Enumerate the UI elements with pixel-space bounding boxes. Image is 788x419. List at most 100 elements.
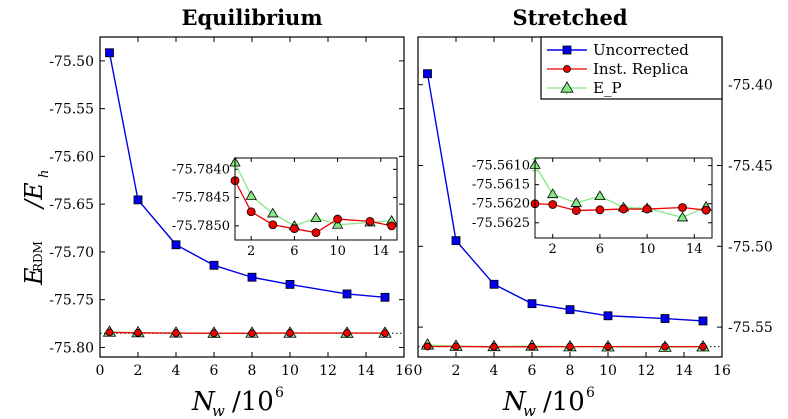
uncorrected-point	[285, 280, 295, 289]
x-tick-label: 4	[172, 363, 181, 379]
y-tick-label: -75.75	[49, 293, 94, 309]
inset-y-tick-label: -75.5625	[472, 216, 530, 231]
inset-ep-point	[245, 190, 257, 200]
uncorrected-point	[423, 69, 432, 79]
svg-text:6: 6	[275, 385, 284, 401]
inset-x-tick-label: 6	[596, 242, 604, 257]
x-tick-label: 6	[528, 363, 537, 379]
y-axis-label-unit: /E	[20, 182, 48, 210]
inset-y-tick-label: -75.7845	[172, 191, 230, 206]
svg-text:N: N	[502, 387, 527, 417]
x-tick-label: 10	[281, 363, 299, 379]
inset-replica-point	[333, 214, 343, 224]
inset-background	[235, 158, 397, 240]
svg-text:w: w	[523, 402, 536, 419]
uncorrected-point	[209, 260, 219, 270]
inset-x-tick-label: 14	[373, 244, 390, 259]
legend-ep-marker	[560, 81, 574, 93]
y-axis-label-sub: RDM	[31, 241, 45, 272]
inset-x-tick-label: 6	[290, 244, 298, 259]
x-axis-label-left: N w /10 6	[191, 385, 284, 419]
inset-replica-point	[289, 224, 299, 234]
x-tick-label: 0	[96, 363, 105, 379]
inset: 2 6 10 14 -75.7840 -75.7845 -75.7850	[172, 156, 398, 259]
panel-title: Equilibrium	[181, 5, 322, 30]
inset-replica-point	[619, 204, 628, 214]
uncorrected-point	[171, 240, 181, 250]
inset-ep-point	[594, 190, 606, 200]
x-tick-label: 6	[210, 363, 219, 379]
y-tick-label: -75.55	[49, 102, 94, 118]
inset-y-tick-label: -75.5620	[472, 197, 530, 212]
replica-point	[661, 342, 669, 351]
inset-x-tick-label: 10	[639, 242, 656, 257]
inset-replica-point	[365, 216, 375, 226]
inset-replica-point	[246, 207, 256, 217]
inset-ep-point	[676, 211, 689, 222]
legend-replica-marker	[563, 65, 571, 73]
replica-point	[105, 328, 114, 337]
y-axis-label-unit-sub: h	[37, 170, 52, 178]
panel-stretched: Stretched 0 2 4 6 8 10 12 14 16 -75.40 -75.45 -75.50…	[414, 5, 773, 379]
replica-point	[423, 342, 432, 351]
replica-point	[248, 329, 256, 338]
inset: 2 6 10 14 -75.5610 -75.5615 -75.5620 -75.5625	[472, 157, 713, 257]
replica-point	[172, 329, 180, 338]
x-tick-label: 2	[452, 363, 461, 379]
y-tick-label: -75.50	[728, 239, 773, 255]
uncorrected-point	[451, 236, 461, 246]
x-tick-label: 12	[319, 363, 337, 379]
uncorrected-point	[603, 311, 613, 321]
legend-label-replica: Inst. Replica	[593, 60, 689, 78]
replica-point	[286, 329, 294, 337]
series-uncorrected-line	[426, 73, 704, 322]
inset-replica-point	[387, 221, 397, 231]
inset-ep-point	[310, 212, 322, 222]
x-tick-label: 16	[713, 363, 731, 379]
svg-text:w: w	[212, 402, 225, 419]
series-uncorrected-line	[108, 52, 386, 298]
svg-text:/10: /10	[232, 387, 274, 417]
inset-replica-point	[678, 203, 687, 212]
uncorrected-point	[698, 316, 708, 326]
panel-equilibrium: Equilibrium 0 2 4 6 8 10 12 14 16 -75.50 -75.55 -75.…	[49, 5, 413, 379]
legend-uncorrected-marker	[562, 45, 572, 55]
uncorrected-point	[527, 299, 537, 309]
y-tick-label: -75.80	[49, 340, 94, 356]
panel-title: Stretched	[512, 5, 627, 30]
uncorrected-point	[565, 305, 575, 315]
inset-y-tick-label: -75.5615	[472, 178, 530, 193]
inset-replica-point	[311, 228, 321, 238]
inset-x-tick-label: 14	[686, 242, 703, 257]
y-axis-label-main: E	[20, 267, 48, 286]
inset-replica-point	[595, 205, 605, 215]
inset-ep-point	[331, 218, 344, 229]
axes-frame	[99, 36, 405, 358]
y-tick-label: -75.45	[728, 158, 773, 174]
inset-frame	[534, 157, 713, 239]
x-tick-label: 10	[599, 363, 617, 379]
replica-point	[528, 342, 536, 351]
x-tick-label: 14	[675, 363, 693, 379]
x-tick-label: 14	[357, 363, 375, 379]
x-tick-label: 8	[566, 363, 575, 379]
uncorrected-point	[105, 48, 114, 58]
svg-text:N: N	[191, 387, 216, 417]
inset-replica-point	[701, 205, 711, 215]
inset-replica-point	[268, 220, 278, 230]
axis-labels: E RDM /E h N w /10 6 N w /10 6	[20, 170, 595, 419]
y-tick-label: -75.40	[728, 78, 773, 94]
inset-y-tick-label: -75.7850	[172, 219, 230, 234]
uncorrected-point	[342, 289, 352, 299]
replica-point	[699, 342, 707, 351]
x-tick-label: 4	[490, 363, 499, 379]
x-tick-label: 8	[248, 363, 257, 379]
inset-x-tick-label: 10	[329, 244, 346, 259]
inset-x-tick-label: 2	[247, 244, 255, 259]
legend-label-ep: E_P	[593, 79, 622, 97]
replica-point	[210, 329, 218, 338]
x-tick-label: 2	[134, 363, 143, 379]
inset-y-tick-label: -75.7840	[172, 162, 230, 177]
